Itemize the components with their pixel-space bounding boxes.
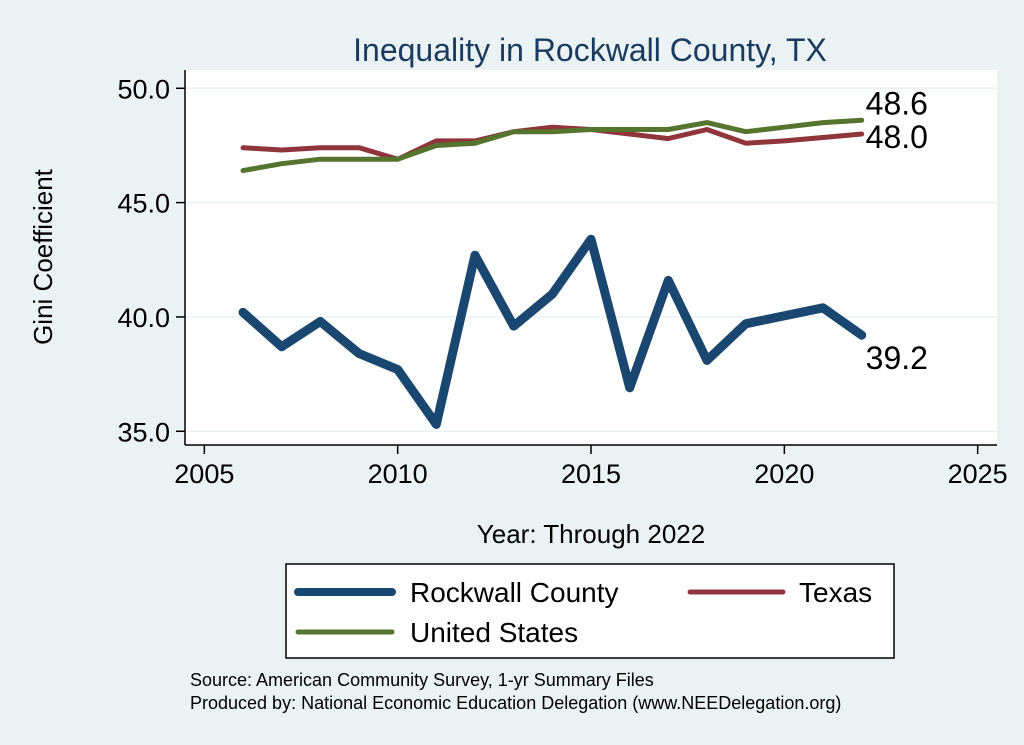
x-tick-label: 2015 bbox=[561, 459, 621, 489]
x-tick-label: 2020 bbox=[754, 459, 814, 489]
chart-title: Inequality in Rockwall County, TX bbox=[353, 32, 827, 68]
x-axis-ticks: 2005 2010 2015 2020 2025 bbox=[174, 445, 1008, 489]
producer-line: Produced by: National Economic Education… bbox=[190, 693, 841, 713]
legend-label-us: United States bbox=[410, 617, 578, 648]
legend-label-texas: Texas bbox=[799, 577, 872, 608]
series-lines bbox=[238, 117, 867, 429]
end-label-texas: 48.0 bbox=[866, 119, 928, 155]
legend-label-rockwall: Rockwall County bbox=[410, 577, 619, 608]
x-tick-label: 2025 bbox=[948, 459, 1008, 489]
legend: Rockwall County Texas United States bbox=[285, 563, 895, 659]
gridlines bbox=[185, 87, 997, 433]
x-tick-label: 2010 bbox=[368, 459, 428, 489]
y-tick-label: 35.0 bbox=[117, 417, 170, 447]
legend-box bbox=[285, 563, 895, 659]
source-line: Source: American Community Survey, 1-yr … bbox=[190, 670, 654, 690]
end-label-us: 48.6 bbox=[866, 85, 928, 121]
end-labels: 39.2 48.048.6 bbox=[866, 85, 928, 376]
y-axis-ticks: 35.0 40.0 45.0 50.0 bbox=[117, 74, 185, 447]
y-tick-label: 40.0 bbox=[117, 303, 170, 333]
y-tick-label: 50.0 bbox=[117, 74, 170, 104]
x-tick-label: 2005 bbox=[174, 459, 234, 489]
y-axis-title: Gini Coefficient bbox=[28, 168, 58, 345]
end-label-rockwall: 39.2 bbox=[866, 340, 928, 376]
y-tick-label: 45.0 bbox=[117, 189, 170, 219]
x-axis-title: Year: Through 2022 bbox=[477, 519, 705, 549]
